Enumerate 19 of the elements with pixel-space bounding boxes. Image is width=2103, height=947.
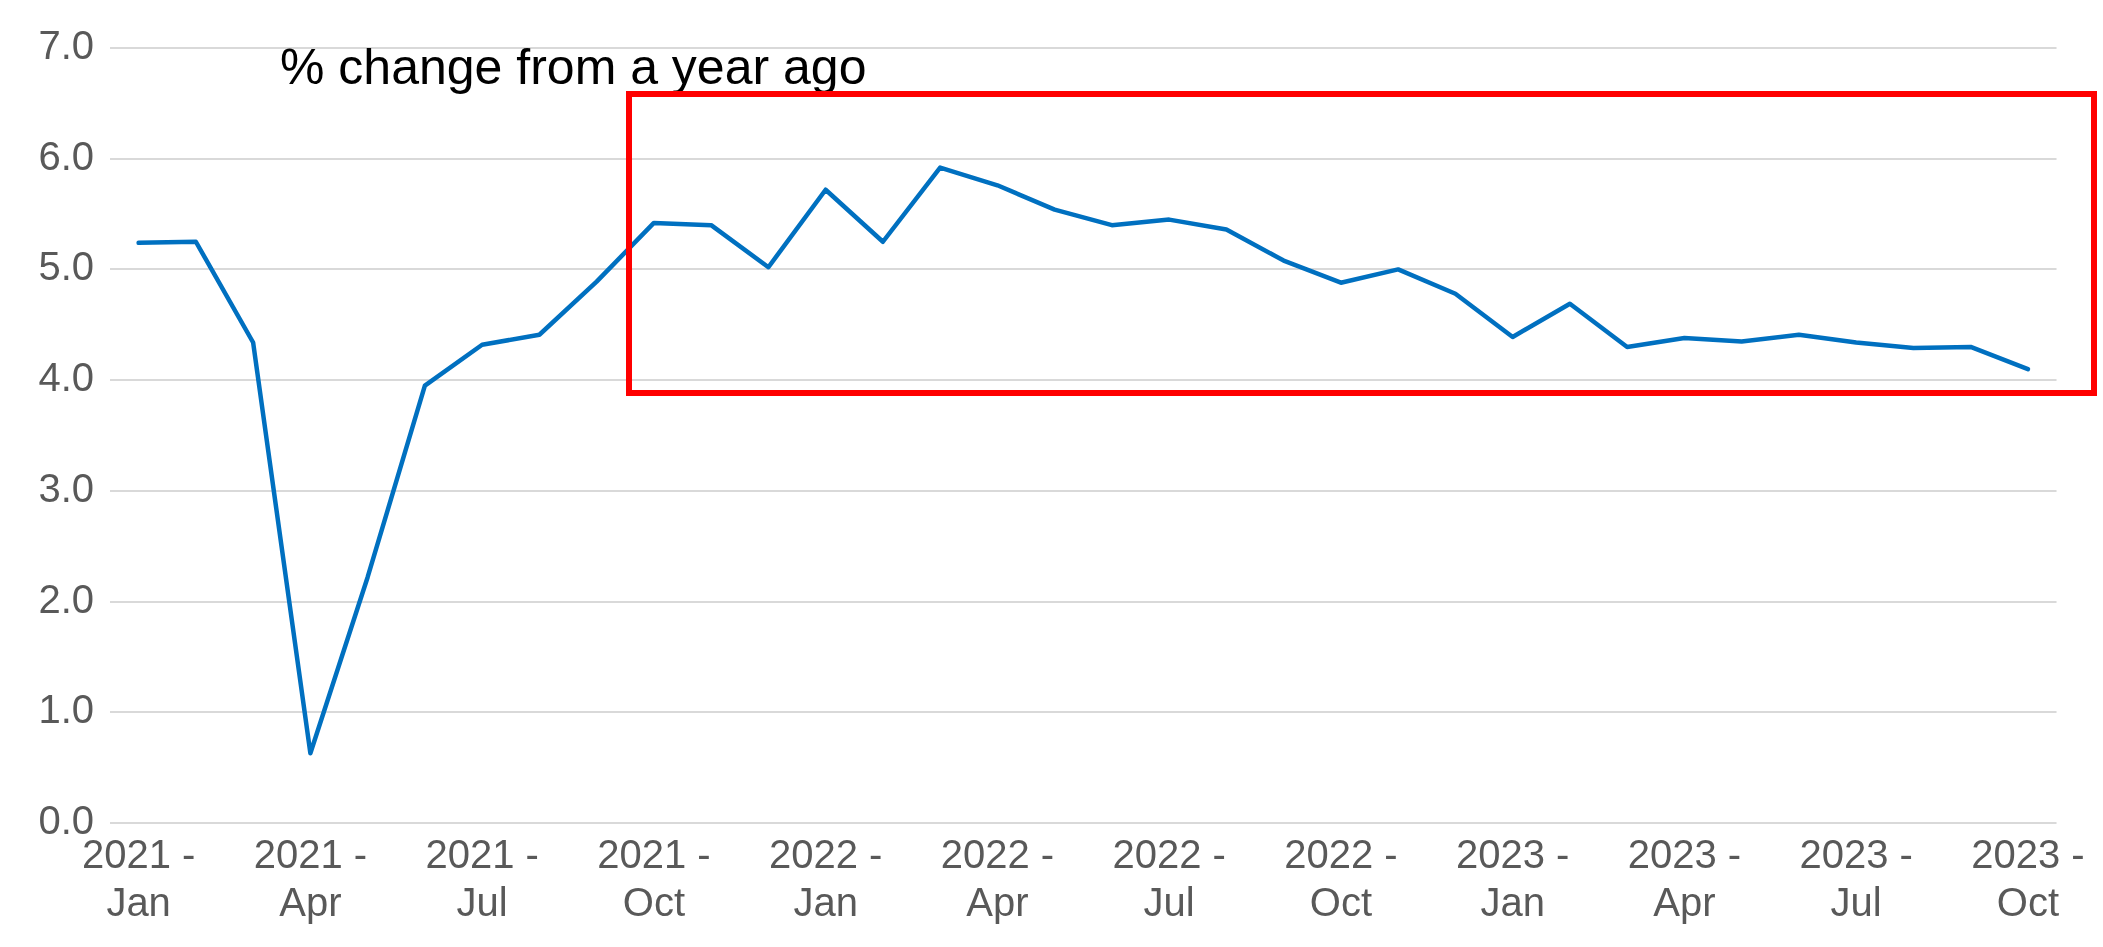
x-tick-label: 2022 - Jan <box>768 832 883 925</box>
x-tick-label: 2022 - Oct <box>1284 832 1398 925</box>
x-tick-label: 2021 - Apr <box>253 832 368 925</box>
chart-title: % change from a year ago <box>280 38 867 95</box>
x-tick-label: 2022 - Jul <box>1112 832 1226 925</box>
x-tick-label: 2021 - Oct <box>597 832 711 925</box>
x-tick-label: 2021 - Jul <box>425 832 539 925</box>
y-tick-label: 6.0 <box>38 133 94 178</box>
y-tick-label: 4.0 <box>38 355 94 400</box>
x-tick-label: 2022 - Apr <box>940 832 1055 925</box>
y-tick-label: 3.0 <box>38 465 94 510</box>
y-tick-label: 1.0 <box>38 687 94 732</box>
x-tick-label: 2023 - Apr <box>1627 832 1742 925</box>
x-tick-label: 2023 - Jul <box>1799 832 1913 925</box>
x-tick-label: 2023 - Jan <box>1455 832 1570 925</box>
y-tick-label: 5.0 <box>38 244 94 289</box>
x-tick-label: 2023 - Oct <box>1971 832 2085 925</box>
y-tick-label: 7.0 <box>38 23 94 68</box>
y-tick-label: 2.0 <box>38 576 94 621</box>
